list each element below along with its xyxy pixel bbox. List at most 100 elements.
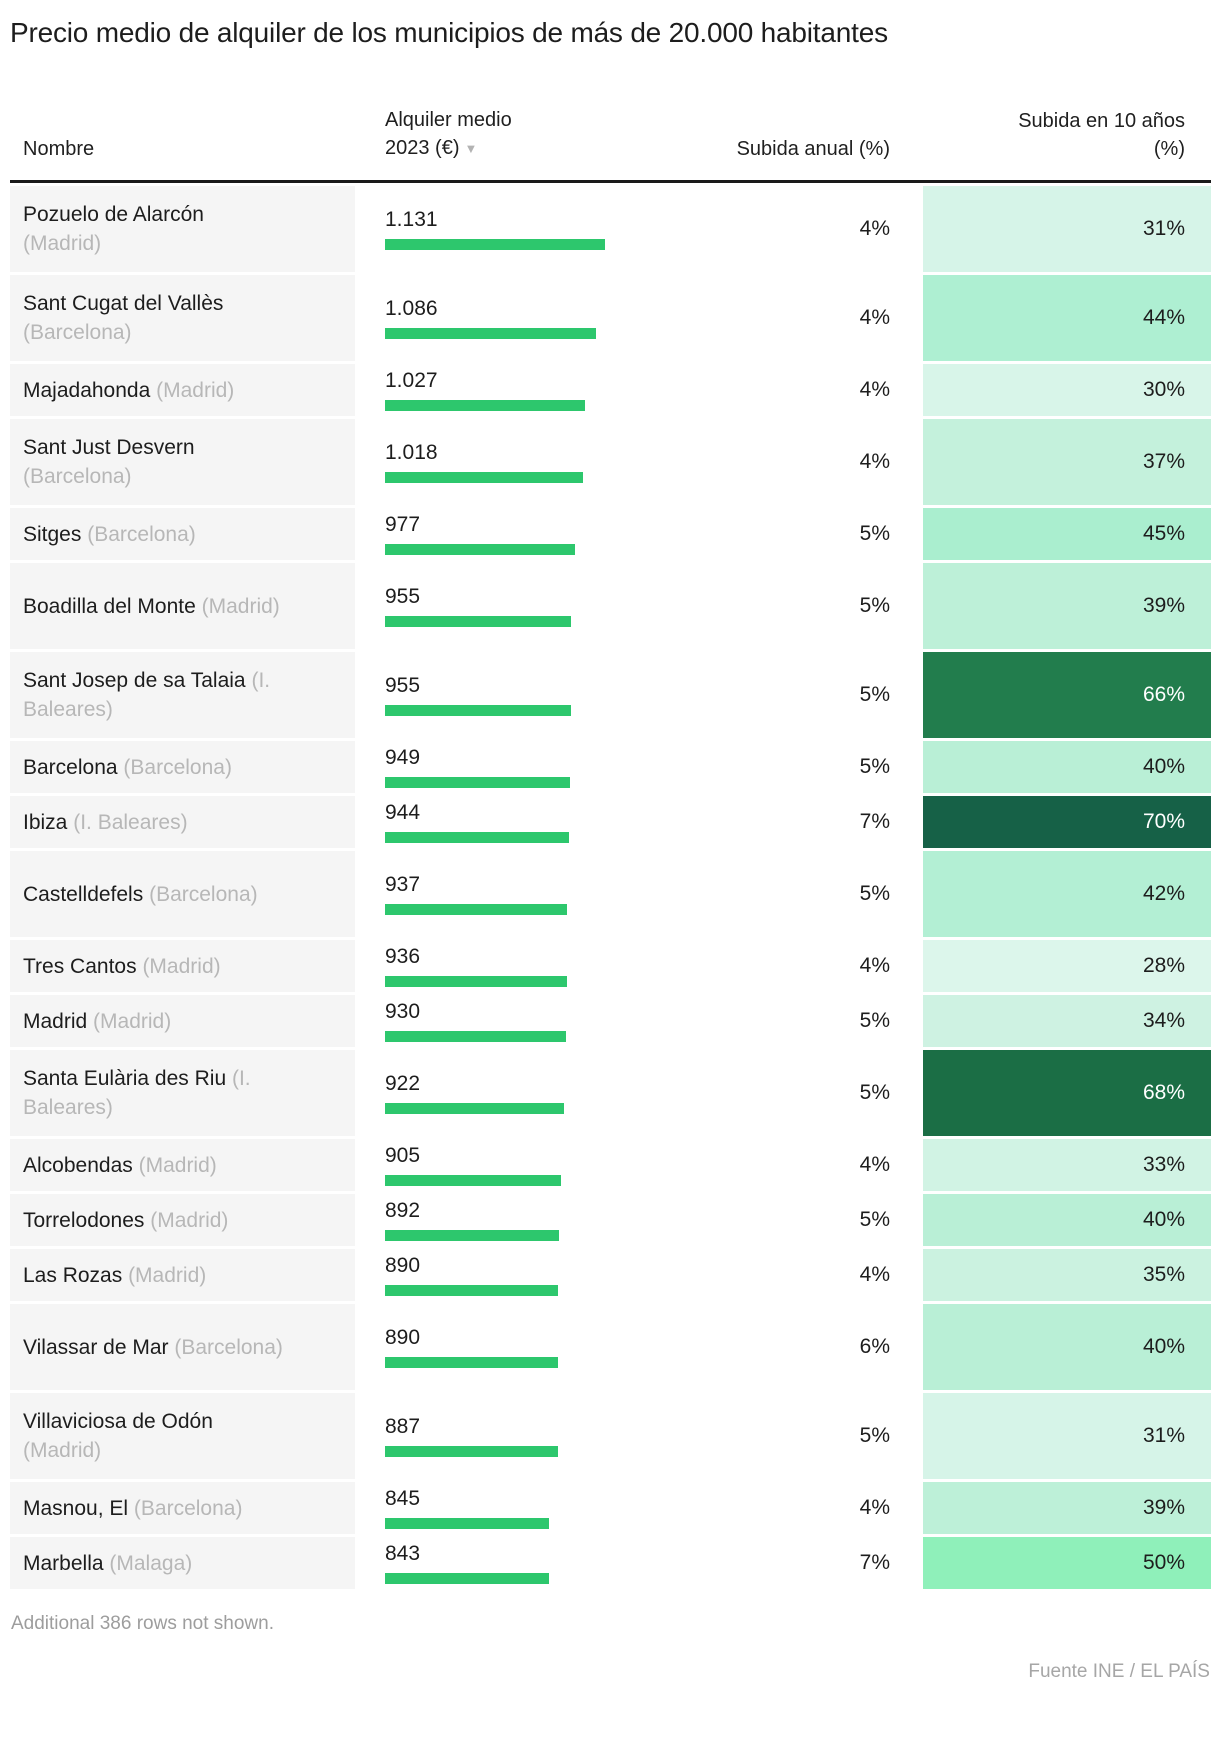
annual-increase-cell: 4% <box>859 954 890 977</box>
table-row: Tres Cantos (Madrid) 936 4% 28% <box>10 940 1211 992</box>
column-header-alquiler-line1: Alquiler medio <box>385 109 512 131</box>
municipality-label: Villaviciosa de Odón (Madrid) <box>23 1407 287 1465</box>
table-row: Sant Just Desvern (Barcelona) 1.018 4% 3… <box>10 419 1211 505</box>
decade-increase-cell: 33% <box>923 1139 1211 1191</box>
municipality-name: Sant Just Desvern <box>23 436 195 459</box>
decade-increase-cell: 31% <box>923 1393 1211 1479</box>
municipality-cell: Las Rozas (Madrid) <box>10 1249 355 1301</box>
sort-descending-icon: ▼ <box>464 141 478 156</box>
rent-bar <box>385 616 571 627</box>
municipality-label: Sitges (Barcelona) <box>23 520 196 549</box>
decade-increase-cell: 37% <box>923 419 1211 505</box>
rent-value: 955 <box>385 585 421 608</box>
rent-bar <box>385 1103 565 1114</box>
rent-cell: 977 <box>355 508 615 560</box>
municipality-label: Torrelodones (Madrid) <box>23 1206 228 1235</box>
rent-cell: 890 <box>355 1304 615 1390</box>
table-row: Las Rozas (Madrid) 890 4% 35% <box>10 1249 1211 1301</box>
municipality-cell: Vilassar de Mar (Barcelona) <box>10 1304 355 1390</box>
municipality-name: Masnou, El <box>23 1496 129 1520</box>
annual-increase-cell: 4% <box>859 1153 890 1176</box>
municipality-label: Majadahonda (Madrid) <box>23 376 234 405</box>
rent-value: 955 <box>385 674 421 697</box>
municipality-cell: Sant Cugat del Vallès (Barcelona) <box>10 275 355 361</box>
municipality-label: Madrid (Madrid) <box>23 1007 171 1036</box>
decade-increase-cell: 40% <box>923 741 1211 793</box>
municipality-region: (Madrid) <box>156 378 235 402</box>
table-row: Alcobendas (Madrid) 905 4% 33% <box>10 1139 1211 1191</box>
rent-bar <box>385 1285 559 1296</box>
municipality-cell: Barcelona (Barcelona) <box>10 741 355 793</box>
rent-bar <box>385 1573 549 1584</box>
rent-cell: 892 <box>355 1194 615 1246</box>
decade-increase-cell: 70% <box>923 796 1211 848</box>
decade-increase-cell: 31% <box>923 186 1211 272</box>
column-header-subida-10-anos[interactable]: Subida en 10 años (%) <box>923 107 1211 163</box>
annual-increase-cell: 4% <box>859 306 890 329</box>
rent-bar <box>385 976 568 987</box>
municipality-label: Santa Eulària des Riu (I. Baleares) <box>23 1064 287 1122</box>
decade-increase-cell: 39% <box>923 1482 1211 1534</box>
municipality-name: Villaviciosa de Odón <box>23 1410 213 1433</box>
annual-increase-cell: 4% <box>859 378 890 401</box>
decade-increase-cell: 68% <box>923 1050 1211 1136</box>
municipality-cell: Sitges (Barcelona) <box>10 508 355 560</box>
municipality-label: Barcelona (Barcelona) <box>23 753 232 782</box>
column-header-alquiler-medio[interactable]: Alquiler medio 2023 (€) ▼ <box>355 106 615 163</box>
municipality-name: Las Rozas <box>23 1263 123 1287</box>
rent-cell: 890 <box>355 1249 615 1301</box>
table-row: Santa Eulària des Riu (I. Baleares) 922 … <box>10 1050 1211 1136</box>
table-row: Pozuelo de Alarcón (Madrid) 1.131 4% 31% <box>10 186 1211 272</box>
table-row: Sant Josep de sa Talaia (I. Baleares) 95… <box>10 652 1211 738</box>
rent-value: 930 <box>385 1000 421 1023</box>
rent-cell: 955 <box>355 563 615 649</box>
municipality-name: Sant Josep de sa Talaia <box>23 669 246 692</box>
rent-value: 905 <box>385 1144 421 1167</box>
municipality-region: (Barcelona) <box>149 882 258 906</box>
municipality-cell: Madrid (Madrid) <box>10 995 355 1047</box>
municipality-region: (I. Baleares) <box>23 1067 251 1119</box>
table-row: Majadahonda (Madrid) 1.027 4% 30% <box>10 364 1211 416</box>
rent-value: 922 <box>385 1072 421 1095</box>
rent-bar <box>385 239 605 250</box>
municipality-cell: Sant Josep de sa Talaia (I. Baleares) <box>10 652 355 738</box>
rent-value: 1.027 <box>385 369 438 392</box>
rent-bar <box>385 777 570 788</box>
table-header: Nombre Alquiler medio 2023 (€) ▼ Subida a… <box>10 106 1211 183</box>
rent-cell: 1.086 <box>355 275 615 361</box>
rent-cell: 1.131 <box>355 186 615 272</box>
rent-bar <box>385 1446 558 1457</box>
rent-value: 890 <box>385 1326 421 1349</box>
annual-increase-cell: 5% <box>859 882 890 905</box>
rent-value: 843 <box>385 1542 421 1565</box>
column-header-subida-10-line2: (%) <box>1153 138 1185 160</box>
table-row: Castelldefels (Barcelona) 937 5% 42% <box>10 851 1211 937</box>
column-header-subida-10-line1: Subida en 10 años <box>1018 110 1185 132</box>
rent-bar <box>385 400 585 411</box>
column-header-subida-anual[interactable]: Subida anual (%) <box>736 138 890 160</box>
municipality-name: Santa Eulària des Riu <box>23 1067 227 1090</box>
table-row: Sitges (Barcelona) 977 5% 45% <box>10 508 1211 560</box>
municipality-label: Sant Josep de sa Talaia (I. Baleares) <box>23 666 287 724</box>
decade-increase-cell: 66% <box>923 652 1211 738</box>
municipality-region: (Madrid) <box>138 1153 217 1177</box>
municipality-name: Marbella <box>23 1551 104 1575</box>
rent-cell: 949 <box>355 741 615 793</box>
municipality-region: (Madrid) <box>128 1263 207 1287</box>
table-row: Madrid (Madrid) 930 5% 34% <box>10 995 1211 1047</box>
municipality-name: Boadilla del Monte <box>23 594 196 618</box>
municipality-cell: Boadilla del Monte (Madrid) <box>10 563 355 649</box>
rent-value: 890 <box>385 1254 421 1277</box>
decade-increase-cell: 40% <box>923 1304 1211 1390</box>
rent-cell: 905 <box>355 1139 615 1191</box>
municipality-cell: Ibiza (I. Baleares) <box>10 796 355 848</box>
column-header-nombre[interactable]: Nombre <box>23 138 95 160</box>
rows-not-shown-note: Additional 386 rows not shown. <box>11 1613 274 1634</box>
municipality-label: Vilassar de Mar (Barcelona) <box>23 1333 283 1362</box>
municipality-name: Alcobendas <box>23 1153 133 1177</box>
decade-increase-cell: 40% <box>923 1194 1211 1246</box>
decade-increase-cell: 44% <box>923 275 1211 361</box>
table-row: Boadilla del Monte (Madrid) 955 5% 39% <box>10 563 1211 649</box>
municipality-region: (Madrid) <box>23 232 102 255</box>
municipality-name: Sant Cugat del Vallès <box>23 292 224 315</box>
